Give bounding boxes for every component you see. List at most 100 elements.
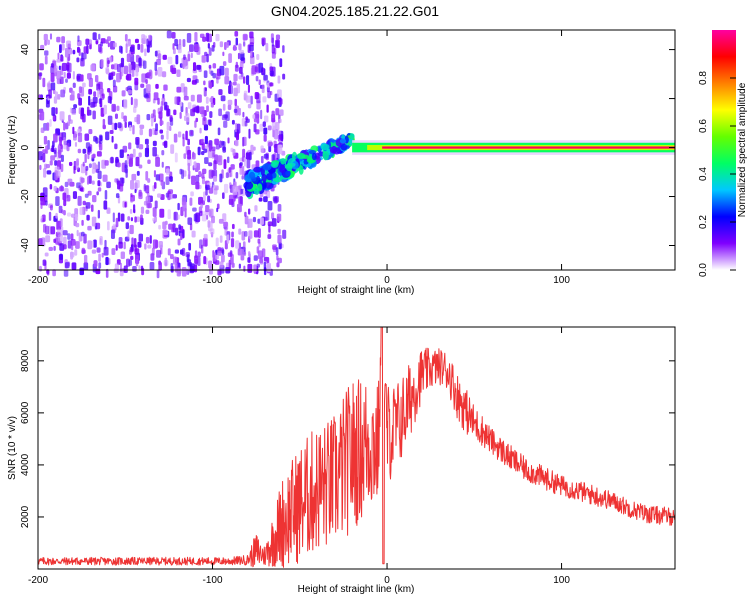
spectrogram-cell xyxy=(54,170,58,181)
spectrogram-cell xyxy=(43,135,48,145)
spectrogram-cell xyxy=(151,247,155,256)
spectrogram-cell xyxy=(65,78,68,83)
spectrogram-cell xyxy=(81,52,87,60)
spectrogram-cell xyxy=(138,189,142,197)
spectrogram-cell xyxy=(76,229,79,237)
spectrogram-cell xyxy=(276,262,280,268)
spectrogram-cell xyxy=(201,173,205,179)
spectrogram-cell xyxy=(272,244,277,250)
spectrogram-cell xyxy=(256,246,260,254)
spectrogram-cell xyxy=(133,98,138,108)
spectrogram-cell xyxy=(242,241,246,251)
spectrogram-cell xyxy=(164,257,168,266)
spectrogram-cell xyxy=(100,107,105,117)
spectrogram-cell xyxy=(223,221,229,230)
spectrogram-y-tick-label: 20 xyxy=(20,93,31,105)
spectrogram-cell xyxy=(80,107,85,117)
spectrogram-cell xyxy=(129,124,132,132)
spectrogram-cell xyxy=(273,197,278,204)
spectrogram-cell xyxy=(92,194,97,203)
spectrogram-cell xyxy=(263,261,267,272)
spectrogram-cell xyxy=(189,223,193,231)
spectrogram-cell xyxy=(68,47,73,55)
spectrogram-cell xyxy=(272,128,275,138)
spectrogram-cell xyxy=(156,249,161,258)
spectrogram-cell xyxy=(96,191,99,196)
spectrogram-cell xyxy=(130,96,133,106)
spectrogram-cell xyxy=(238,228,242,235)
spectrogram-cell xyxy=(77,132,83,143)
spectrogram-cell xyxy=(145,185,150,194)
spectrogram-cell xyxy=(176,266,181,277)
spectrogram-cell xyxy=(163,140,168,148)
spectrogram-cell xyxy=(120,57,125,68)
spectrogram-cell xyxy=(203,80,206,86)
spectrogram-cell xyxy=(56,36,61,43)
spectrogram-cell xyxy=(146,144,149,154)
snr-y-ticks: 2000 4000 6000 8000 xyxy=(20,349,675,528)
spectrogram-cell xyxy=(100,59,104,68)
spectrogram-cell xyxy=(193,161,197,169)
spectrogram-cell xyxy=(232,185,238,196)
spectrogram-cell xyxy=(53,133,58,143)
spectrogram-cell xyxy=(125,258,131,267)
spectrogram-cell xyxy=(182,201,187,212)
spectrogram-cell xyxy=(249,44,254,52)
spectrogram-cell xyxy=(134,248,140,255)
spectrogram-cell xyxy=(181,267,187,277)
spectrogram-cell xyxy=(40,127,45,134)
spectrogram-cell xyxy=(239,196,243,206)
snr-x-tick-label: -100 xyxy=(203,575,223,586)
spectrogram-cell xyxy=(107,87,111,93)
spectrogram-cell xyxy=(235,171,239,179)
spectrogram-cell xyxy=(93,239,97,248)
spectrogram-cell xyxy=(193,213,198,222)
spectrogram-cell xyxy=(275,40,279,48)
spectrogram-cell xyxy=(90,204,94,212)
spectrogram-cell xyxy=(243,39,246,48)
spectrogram-cell xyxy=(170,193,173,200)
spectrogram-cell xyxy=(263,134,267,142)
spectrogram-cell xyxy=(162,93,165,99)
spectrogram-cell xyxy=(246,159,251,169)
spectrogram-cell xyxy=(66,142,70,152)
spectrogram-cell xyxy=(175,54,179,65)
spectrogram-cell xyxy=(187,53,191,62)
spectrogram-cell xyxy=(49,160,53,166)
spectrogram-cell xyxy=(233,87,238,97)
snr-y-tick-label: 4000 xyxy=(20,453,31,476)
spectrogram-cell xyxy=(275,108,280,116)
spectrogram-cell xyxy=(71,262,77,270)
spectrogram-cell xyxy=(60,163,64,172)
spectrogram-cell xyxy=(257,238,261,244)
spectrogram-cell xyxy=(177,238,181,246)
spectrogram-cell xyxy=(167,56,173,65)
spectrogram-cell xyxy=(52,89,56,95)
spectrogram-cell xyxy=(146,44,150,53)
spectrogram-cell xyxy=(247,263,253,273)
spectrogram-cell xyxy=(158,173,164,182)
spectrogram-cell xyxy=(222,51,225,57)
spectrogram-cell xyxy=(123,99,128,109)
spectrogram-cell xyxy=(234,30,239,37)
spectrogram-cell xyxy=(86,176,90,185)
spectrogram-cell xyxy=(54,65,58,73)
spectrogram-cell xyxy=(220,95,226,102)
spectrogram-cell xyxy=(228,167,232,174)
spectrogram-cell xyxy=(181,169,184,179)
spectrogram-cell xyxy=(115,193,120,199)
spectrogram-cell xyxy=(63,137,66,146)
spectrogram-cell xyxy=(51,107,56,116)
spectrogram-cell xyxy=(87,240,93,250)
spectrogram-cell xyxy=(98,98,101,105)
spectrogram-cell xyxy=(222,192,225,199)
spectrogram-cell xyxy=(237,52,240,60)
spectrogram-cell xyxy=(99,236,103,246)
spectrogram-cell xyxy=(186,32,192,43)
spectrogram-cell xyxy=(228,85,233,95)
spectrogram-cell xyxy=(61,62,67,71)
spectrogram-cell xyxy=(227,252,233,257)
spectrogram-cell xyxy=(242,136,245,147)
spectrogram-cell xyxy=(97,180,101,187)
spectrogram-cell xyxy=(161,71,167,78)
